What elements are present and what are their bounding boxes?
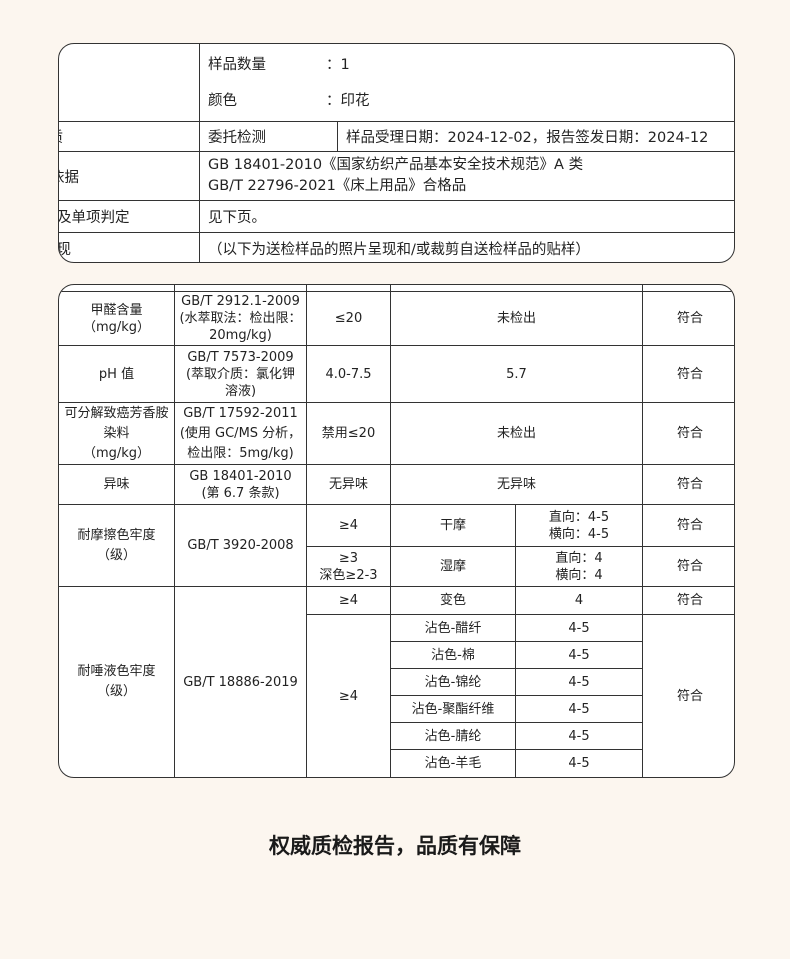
table-cell: 湿摩 — [390, 546, 516, 587]
basis-1: GB 18401-2010《国家纺织产品基本安全技术规范》A 类 — [208, 157, 584, 173]
table-cell: 4-5 — [515, 614, 643, 642]
table-cell: GB/T 7573-2009 — [187, 349, 294, 365]
table-cell: pH 值 — [59, 345, 175, 403]
table-cell: 符合 — [642, 546, 734, 587]
table-cell: 未检出 — [390, 402, 643, 465]
basis-label: 判定依据 — [59, 151, 200, 201]
table-cell: 检出限：5mg/kg) — [187, 445, 294, 461]
table-cell: （mg/kg） — [82, 319, 151, 335]
table-row: 耐摩擦色牢度 （级） GB/T 3920-2008 ≥4 干摩 直向：4-5 横向：4… — [59, 504, 734, 587]
table-cell: ≥4 — [306, 614, 391, 777]
nature-label: 性质 — [59, 121, 200, 152]
table-row: 耐唾液色牢度 （级） GB/T 18886-2019 ≥4 变色 4 符合 — [59, 586, 734, 777]
table-cell: ≥4 — [306, 586, 391, 615]
table-cell: （mg/kg） — [82, 445, 151, 461]
table-cell: (使用 GC/MS 分析， — [179, 425, 302, 441]
table-cell: GB/T 2912.1-2009 — [181, 294, 300, 309]
table-cell: 5.7 — [390, 345, 643, 403]
table-cell: 4-5 — [515, 749, 643, 777]
table-row: 沾色-锦纶 4-5 — [59, 668, 734, 696]
caption: 权威质检报告，品质有保障 — [269, 834, 521, 858]
table-cell: 沾色-羊毛 — [390, 749, 516, 777]
table-cell: 符合 — [642, 504, 734, 547]
sample-qty-value: ：1 — [326, 56, 350, 73]
table-cell: GB/T 3920-2008 — [174, 504, 307, 587]
table-cell: 符合 — [642, 614, 734, 777]
table-cell: 异味 — [59, 464, 175, 505]
table-cell: 沾色-醋纤 — [390, 614, 516, 642]
table-cell: ≤20 — [306, 291, 391, 346]
test-results-card: 甲醛含量 （mg/kg） GB/T 2912.1-2009 (水萃取法：检出限： 20… — [58, 284, 735, 778]
table-cell: 符合 — [642, 586, 734, 615]
table-cell: （级） — [96, 684, 136, 699]
table-cell: 4-5 — [515, 695, 643, 723]
table-cell: GB/T 17592-2011 — [183, 405, 298, 421]
table-cell: (水萃取法：检出限： — [179, 311, 302, 326]
table-cell: 耐摩擦色牢度 — [77, 527, 156, 543]
table-cell: 20mg/kg) — [209, 328, 272, 343]
table-cell: 符合 — [642, 345, 734, 403]
table-row: 异味 GB 18401-2010 (第 6.7 条款) 无异味 无异味 符合 — [59, 464, 734, 505]
table-row: 可分解致癌芳香胺 染料 （mg/kg） GB/T 17592-2011 (使用 GC/… — [59, 402, 734, 465]
table-cell: 符合 — [642, 291, 734, 346]
table-row: 甲醛含量 （mg/kg） GB/T 2912.1-2009 (水萃取法：检出限： 20… — [59, 291, 734, 346]
table-cell: 无异味 — [306, 464, 391, 505]
table-cell: 变色 — [390, 586, 516, 615]
table-cell: 直向：4 — [555, 550, 603, 566]
table-cell: ≥4 — [306, 504, 391, 547]
table-cell: 可分解致癌芳香胺 — [64, 405, 169, 421]
table-row: pH 值 GB/T 7573-2009 (萃取介质：氯化钾 溶液) 4.0-7.5 5… — [59, 345, 734, 403]
test-results-table: 甲醛含量 （mg/kg） GB/T 2912.1-2009 (水萃取法：检出限： 20… — [59, 285, 734, 777]
table-row: 沾色-羊毛 4-5 — [59, 749, 734, 777]
nature-value: 委托检测 — [199, 121, 338, 152]
table-cell: 4-5 — [515, 722, 643, 750]
table-cell: 4 — [515, 586, 643, 615]
table-cell: 4-5 — [515, 668, 643, 696]
dates: 样品受理日期：2024-12-02，报告签发日期：2024-12 — [337, 121, 734, 152]
table-cell: (第 6.7 条款) — [201, 485, 280, 501]
table-cell: 甲醛含量 — [90, 302, 143, 318]
table-cell: （级） — [96, 547, 136, 563]
basis-2: GB/T 22796-2021《床上用品》合格品 — [208, 178, 467, 194]
table-cell: 横向：4-5 — [548, 526, 610, 542]
table-cell: 沾色-棉 — [390, 641, 516, 669]
table-row: 沾色-聚酯纤维 4-5 — [59, 695, 734, 723]
table-cell: 无异味 — [390, 464, 643, 505]
table-cell: GB/T 18886-2019 — [174, 586, 307, 777]
report-info-table: 样品数量 ：1 颜色 ：印花 性质委托检测样品受理日期：2024-12-02，报告签… — [59, 44, 734, 262]
table-cell: 4.0-7.5 — [306, 345, 391, 403]
color-label: 颜色 — [208, 92, 237, 109]
table-cell: 禁用≤20 — [306, 402, 391, 465]
table-cell: ≥3 — [338, 550, 359, 566]
table-cell: 直向：4-5 — [548, 509, 610, 525]
table-cell: (萃取介质：氯化钾 — [185, 366, 296, 382]
result-value: 见下页。 — [199, 200, 734, 233]
table-cell: 4-5 — [515, 641, 643, 669]
table-row: 沾色-棉 4-5 — [59, 641, 734, 669]
report-info-card: 样品数量 ：1 颜色 ：印花 性质委托检测样品受理日期：2024-12-02，报告签… — [58, 43, 735, 263]
table-row: ≥3 深色≥2-3 湿摩 直向：4 横向：4 符合 — [59, 546, 734, 587]
color-value: ：印花 — [326, 92, 370, 109]
table-cell: 干摩 — [390, 504, 516, 547]
table-cell: 沾色-聚酯纤维 — [390, 695, 516, 723]
table-cell: 溶液) — [224, 383, 257, 399]
table-cell: 染料 — [103, 425, 130, 441]
table-cell: 符合 — [642, 402, 734, 465]
table-cell: 符合 — [642, 464, 734, 505]
sample-qty-label: 样品数量 — [208, 56, 266, 73]
table-cell: 沾色-锦纶 — [390, 668, 516, 696]
table-cell: 横向：4 — [555, 567, 603, 583]
table-cell: 未检出 — [390, 291, 643, 346]
table-cell: GB 18401-2010 — [189, 468, 292, 484]
table-cell: 耐唾液色牢度 — [77, 664, 156, 679]
table-row: ≥4 沾色-醋纤 4-5 符合 — [59, 614, 734, 777]
result-label: 结果及单项判定 — [59, 200, 200, 233]
present-value: （以下为送检样品的照片呈现和/或裁剪自送检样品的贴样） — [199, 232, 734, 262]
table-cell: 深色≥2-3 — [319, 567, 378, 583]
present-label: 呈现 — [59, 232, 200, 262]
table-cell: 沾色-腈纶 — [390, 722, 516, 750]
